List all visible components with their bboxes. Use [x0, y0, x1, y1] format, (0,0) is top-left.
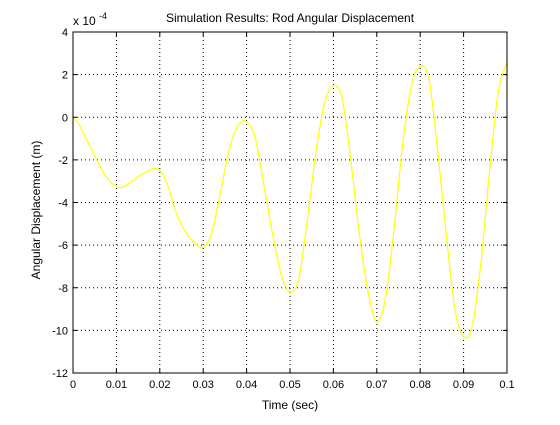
y-tick-label: 4 — [62, 27, 68, 39]
y-axis-multiplier-exponent: -4 — [99, 11, 107, 21]
x-tick-label: 0.04 — [236, 379, 257, 391]
y-axis-multiplier: x 10 -4 — [73, 11, 107, 28]
x-tick-label: 0.05 — [279, 379, 300, 391]
grid-layer — [73, 32, 507, 373]
x-tick-label: 0.03 — [192, 379, 213, 391]
x-tick-label: 0 — [70, 379, 76, 391]
x-tick-label: 0.08 — [409, 379, 430, 391]
y-tick-label: -6 — [58, 240, 68, 252]
y-tick-label: -12 — [52, 368, 68, 380]
series-line — [72, 61, 508, 339]
chart-title: Simulation Results: Rod Angular Displace… — [166, 11, 415, 25]
x-tick-label: 0.07 — [366, 379, 387, 391]
x-axis-label: Time (sec) — [262, 398, 318, 412]
x-tick-label: 0.06 — [323, 379, 344, 391]
y-tick-label: 2 — [62, 70, 68, 82]
y-tick-label: -10 — [52, 325, 68, 337]
x-tick-label: 0.1 — [499, 379, 514, 391]
tick-layer — [72, 31, 508, 374]
y-tick-label: -4 — [58, 198, 68, 210]
y-axis-label: Angular Displacement (m) — [29, 141, 43, 280]
y-tick-labels: -12 -10 -8 -6 -4 -2 0 2 4 — [52, 27, 68, 380]
y-tick-label: -8 — [58, 283, 68, 295]
y-axis-multiplier-base: x 10 — [73, 14, 96, 28]
y-tick-label: 0 — [62, 112, 68, 124]
x-tick-label: 0.09 — [453, 379, 474, 391]
series-layer — [72, 61, 508, 339]
x-tick-label: 0.01 — [106, 379, 127, 391]
x-tick-labels: 0 0.01 0.02 0.03 0.04 0.05 0.06 0.07 0.08 0.09 0.1 — [70, 379, 515, 391]
y-tick-label: -2 — [58, 155, 68, 167]
x-tick-label: 0.02 — [149, 379, 170, 391]
